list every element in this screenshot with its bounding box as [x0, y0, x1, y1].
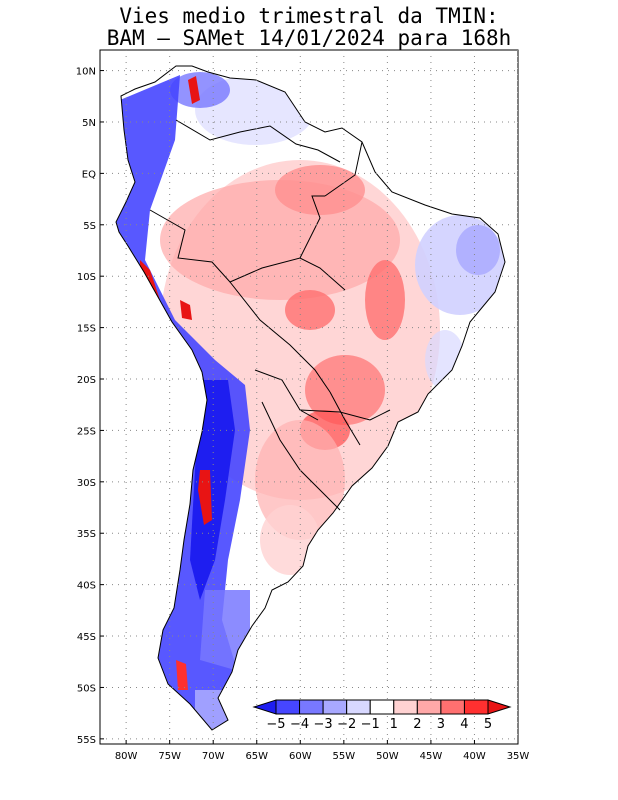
lon-tick-label: 45W	[420, 751, 443, 762]
colorbar-label: 5	[484, 717, 492, 732]
colorbar-label: 3	[437, 717, 445, 732]
lat-tick-label: 50S	[77, 683, 96, 694]
axis-ticks: 80W 75W 70W 65W 60W 55W 50W 45W 40W 35W 10N 5N EQ 5S 1…	[76, 67, 530, 762]
lon-tick-label: 60W	[289, 751, 312, 762]
lon-tick-label: 40W	[463, 751, 486, 762]
colorbar-label: −4	[290, 717, 309, 732]
lat-tick-label: 35S	[77, 529, 96, 540]
colorbar-segment	[487, 699, 512, 715]
colorbar-label: −5	[266, 717, 285, 732]
lat-tick-label: 10S	[77, 272, 96, 283]
lat-tick-label: 5N	[82, 118, 96, 129]
colorbar-segment	[393, 699, 418, 715]
colorbar-label: −1	[361, 717, 380, 732]
lat-tick-label: EQ	[82, 169, 96, 180]
colorbar-label: 1	[390, 717, 398, 732]
colorbar-segment	[440, 699, 465, 715]
colorbar-label: 4	[460, 717, 468, 732]
lat-tick-label: 15S	[77, 324, 96, 335]
graticule	[100, 50, 518, 744]
lon-tick-label: 50W	[376, 751, 399, 762]
colorbar-label: −2	[337, 717, 356, 732]
map-title-line-1: Vies medio trimestral da TMIN:	[119, 4, 499, 28]
colorbar-segment	[416, 699, 442, 715]
lat-tick-label: 10N	[76, 67, 96, 78]
lat-tick-label: 45S	[77, 632, 96, 643]
lon-tick-label: 70W	[202, 751, 225, 762]
colorbar-label: 2	[413, 717, 421, 732]
colorbar-segment	[275, 699, 301, 715]
colorbar-segment	[299, 699, 324, 715]
lat-tick-label: 55S	[77, 735, 96, 746]
colorbar-label: −3	[314, 717, 333, 732]
lat-tick-label: 5S	[83, 221, 96, 232]
lon-tick-label: 35W	[507, 751, 530, 762]
lon-tick-label: 65W	[245, 751, 268, 762]
lat-tick-label: 30S	[77, 478, 96, 489]
lon-tick-label: 55W	[333, 751, 356, 762]
lon-tick-label: 75W	[158, 751, 181, 762]
lat-tick-label: 25S	[77, 426, 96, 437]
colorbar-segment	[346, 699, 371, 715]
colorbar-segment	[322, 699, 348, 715]
lat-tick-label: 40S	[77, 581, 96, 592]
map-title-line-2: BAM – SAMet 14/01/2024 para 168h	[106, 26, 512, 50]
coastline-and-borders	[115, 65, 506, 731]
colorbar: −5 −4 −3 −2 −1 1 2 3 4 5	[252, 699, 512, 732]
lat-tick-label: 20S	[77, 375, 96, 386]
colorbar-segment	[463, 699, 489, 715]
lon-tick-label: 80W	[115, 751, 138, 762]
colorbar-segment	[369, 699, 395, 715]
